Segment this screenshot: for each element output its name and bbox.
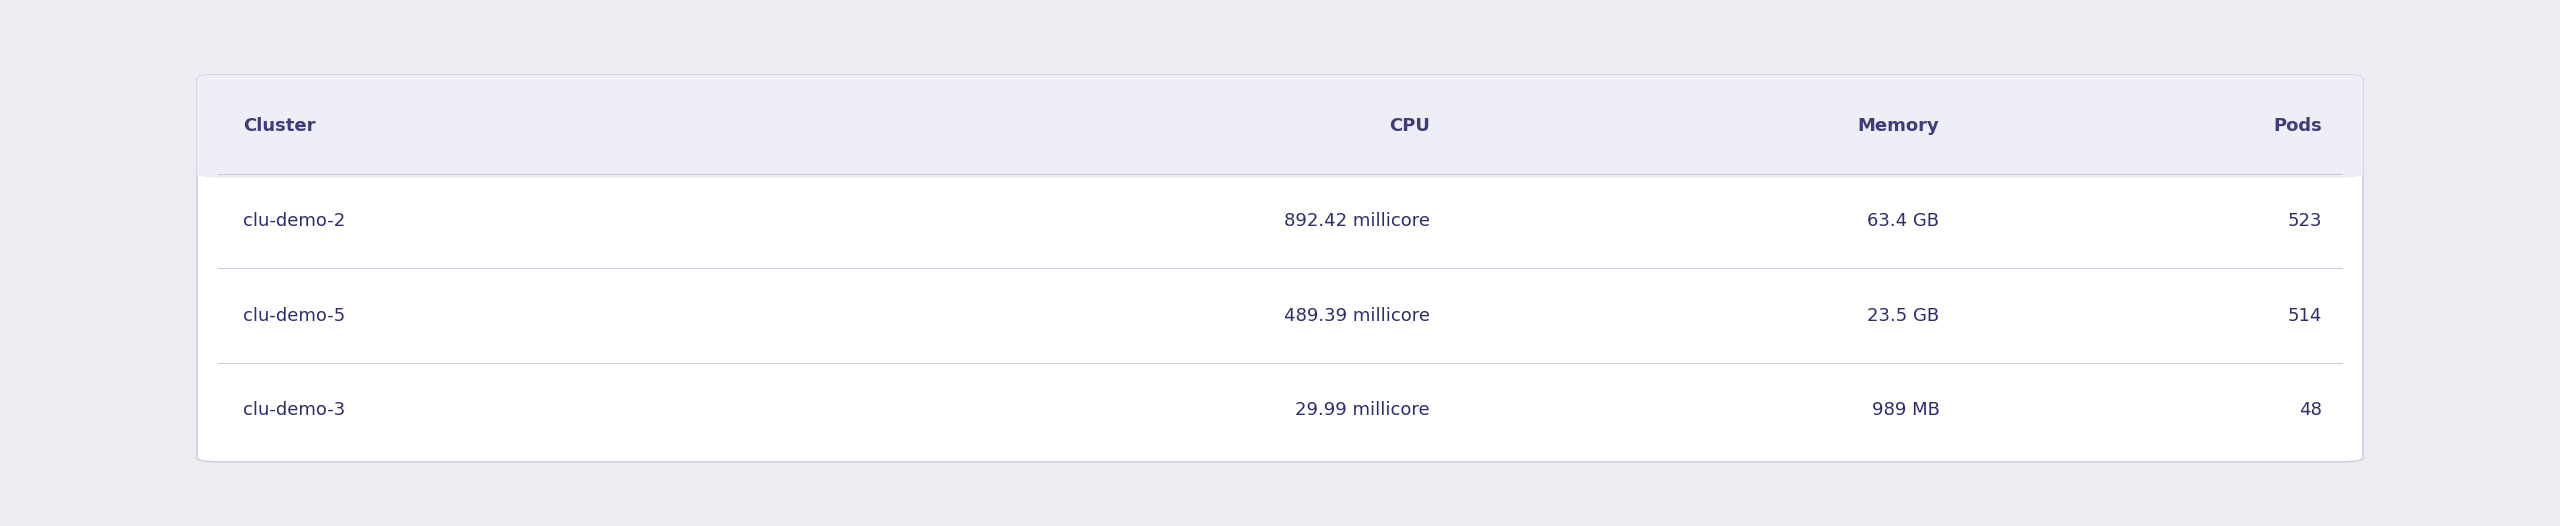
FancyBboxPatch shape	[197, 75, 2363, 462]
Text: 48: 48	[2299, 401, 2322, 419]
Text: 989 MB: 989 MB	[1871, 401, 1940, 419]
Text: 514: 514	[2289, 307, 2322, 325]
Text: clu-demo-5: clu-demo-5	[243, 307, 346, 325]
Text: 489.39 millicore: 489.39 millicore	[1283, 307, 1428, 325]
Text: Cluster: Cluster	[243, 117, 315, 135]
Text: clu-demo-2: clu-demo-2	[243, 212, 346, 230]
Text: 63.4 GB: 63.4 GB	[1866, 212, 1940, 230]
Text: clu-demo-3: clu-demo-3	[243, 401, 346, 419]
Text: 523: 523	[2289, 212, 2322, 230]
Text: Pods: Pods	[2273, 117, 2322, 135]
Text: Memory: Memory	[1859, 117, 1940, 135]
Text: 892.42 millicore: 892.42 millicore	[1283, 212, 1428, 230]
Text: 23.5 GB: 23.5 GB	[1866, 307, 1940, 325]
Text: 29.99 millicore: 29.99 millicore	[1295, 401, 1428, 419]
Bar	[218, 131, 2342, 174]
FancyBboxPatch shape	[197, 75, 2363, 178]
Text: CPU: CPU	[1388, 117, 1428, 135]
